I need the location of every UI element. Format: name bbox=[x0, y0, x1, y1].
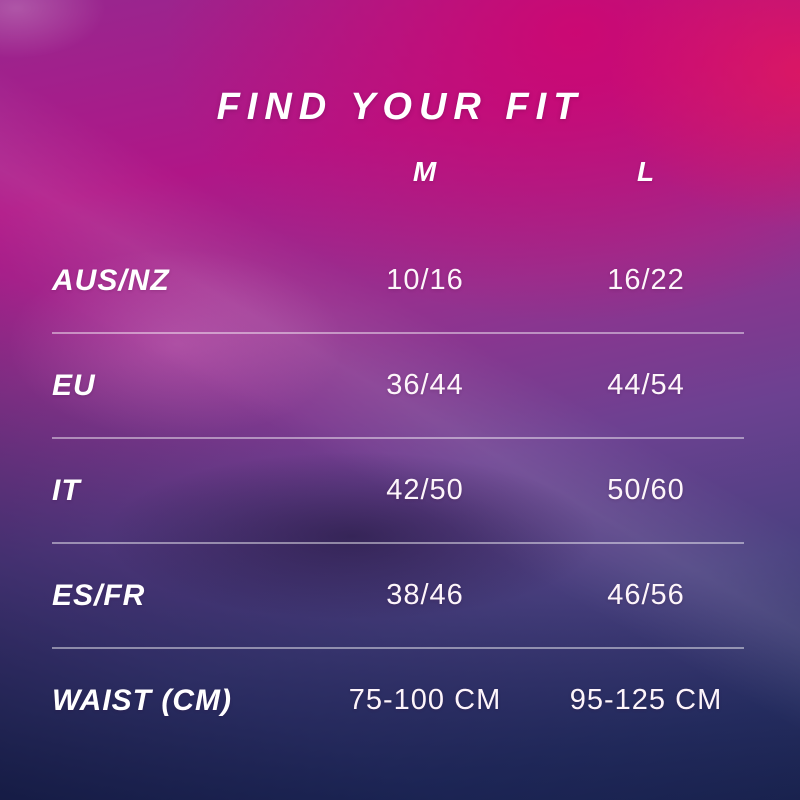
table-row-waist-cm: WAIST (CM) 75-100 CM 95-125 CM bbox=[52, 649, 744, 752]
size-value-l: 44/54 bbox=[607, 369, 685, 401]
row-label: EU bbox=[52, 368, 96, 402]
size-value-m: 38/46 bbox=[386, 579, 464, 611]
size-value-m: 42/50 bbox=[386, 474, 464, 506]
row-label: AUS/NZ bbox=[52, 263, 170, 297]
size-value-l: 50/60 bbox=[607, 474, 685, 506]
column-header-m: M bbox=[412, 156, 438, 187]
size-value-l: 16/22 bbox=[607, 264, 685, 296]
table-row-eu: EU 36/44 44/54 bbox=[52, 334, 744, 439]
table-row-it: IT 42/50 50/60 bbox=[52, 439, 744, 544]
table-row-aus-nz: AUS/NZ 10/16 16/22 bbox=[52, 229, 744, 334]
page-title: FIND YOUR FIT bbox=[216, 86, 584, 128]
column-header-l: L bbox=[636, 156, 656, 187]
size-value-m: 10/16 bbox=[386, 264, 464, 296]
size-table-header-row: M L bbox=[52, 146, 744, 198]
size-value-l: 95-125 CM bbox=[569, 684, 723, 716]
size-value-m: 75-100 CM bbox=[348, 684, 502, 716]
size-table: M L AUS/NZ 10/16 16/22 EU 36/44 44/54 IT… bbox=[52, 146, 744, 752]
row-label: WAIST (CM) bbox=[52, 683, 232, 717]
size-value-l: 46/56 bbox=[607, 579, 685, 611]
row-label: ES/FR bbox=[52, 578, 146, 612]
table-row-es-fr: ES/FR 38/46 46/56 bbox=[52, 544, 744, 649]
row-label: IT bbox=[52, 473, 81, 507]
size-value-m: 36/44 bbox=[386, 369, 464, 401]
